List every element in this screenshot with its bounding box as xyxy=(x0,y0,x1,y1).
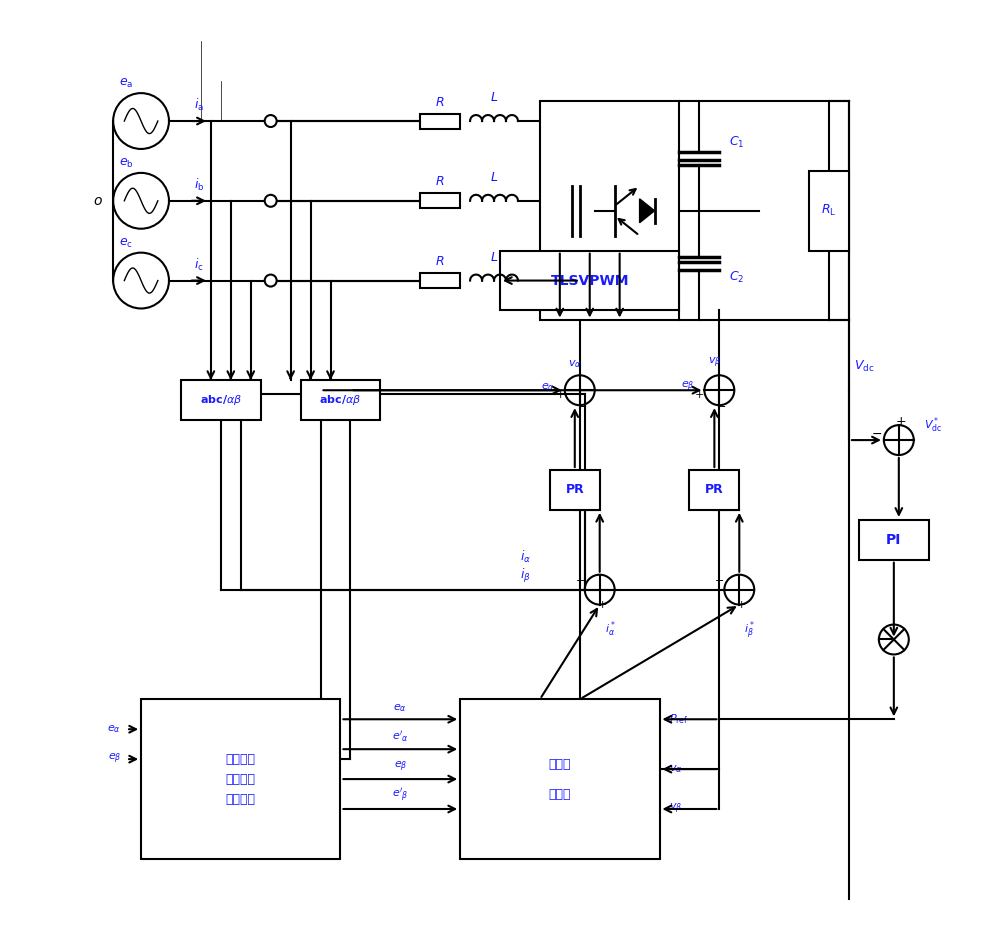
Text: $P_{\rm ref}$: $P_{\rm ref}$ xyxy=(669,713,689,727)
Text: $e_{\beta}$: $e_{\beta}$ xyxy=(394,760,407,775)
Bar xyxy=(460,699,660,859)
Text: $e'_{\beta}$: $e'_{\beta}$ xyxy=(392,787,409,804)
Text: TLSVPWM: TLSVPWM xyxy=(550,274,629,288)
Bar xyxy=(809,171,849,251)
Text: $C_2$: $C_2$ xyxy=(729,270,745,285)
Text: $e_{\rm c}$: $e_{\rm c}$ xyxy=(119,237,133,250)
Text: $+$: $+$ xyxy=(694,389,704,400)
Bar xyxy=(550,470,600,509)
Bar xyxy=(540,102,679,321)
Text: $i_{\rm b}$: $i_{\rm b}$ xyxy=(194,177,204,193)
Text: $-$: $-$ xyxy=(577,400,587,410)
Text: $+$: $+$ xyxy=(895,415,906,428)
Text: $L$: $L$ xyxy=(490,251,498,263)
Text: $i_{\beta}$: $i_{\beta}$ xyxy=(520,567,531,585)
Bar xyxy=(420,274,460,288)
Text: $e_{\beta}$: $e_{\beta}$ xyxy=(108,752,121,766)
Text: $+$: $+$ xyxy=(597,599,607,610)
Text: $i_{\alpha}$: $i_{\alpha}$ xyxy=(520,549,531,565)
Text: $e_{\rm a}$: $e_{\rm a}$ xyxy=(119,77,133,90)
Text: $R_{\rm L}$: $R_{\rm L}$ xyxy=(821,203,837,218)
Text: PI: PI xyxy=(886,533,902,547)
Bar xyxy=(181,381,261,420)
Text: $v_{\beta}$: $v_{\beta}$ xyxy=(669,802,683,816)
Text: $o$: $o$ xyxy=(93,194,103,208)
Bar xyxy=(859,520,929,559)
Text: $R$: $R$ xyxy=(435,176,445,188)
Text: 流指令: 流指令 xyxy=(549,788,571,801)
Text: $e_{\alpha}$: $e_{\alpha}$ xyxy=(393,702,407,714)
Text: $e_{\beta}$: $e_{\beta}$ xyxy=(681,380,694,395)
Text: $V_{\rm dc}$: $V_{\rm dc}$ xyxy=(854,359,874,374)
Text: $-$: $-$ xyxy=(714,573,724,584)
Text: $i_{\rm c}$: $i_{\rm c}$ xyxy=(194,257,204,273)
Text: $-$: $-$ xyxy=(871,427,882,440)
Circle shape xyxy=(265,195,277,207)
Text: $-$: $-$ xyxy=(716,400,726,410)
Text: $V^*_{\rm dc}$: $V^*_{\rm dc}$ xyxy=(924,415,942,434)
Text: $i^*_{\alpha}$: $i^*_{\alpha}$ xyxy=(605,619,616,639)
Text: $e'_{\alpha}$: $e'_{\alpha}$ xyxy=(392,729,409,744)
Text: $e_{\alpha}$: $e_{\alpha}$ xyxy=(541,382,555,393)
Text: $-$: $-$ xyxy=(575,573,585,584)
Text: $R$: $R$ xyxy=(435,96,445,109)
Bar xyxy=(420,114,460,129)
Text: $v_{\alpha}$: $v_{\alpha}$ xyxy=(568,358,582,370)
Bar xyxy=(689,470,739,509)
Bar xyxy=(301,381,380,420)
Bar xyxy=(500,251,679,310)
Text: $L$: $L$ xyxy=(490,171,498,184)
Text: $v_{\alpha}$: $v_{\alpha}$ xyxy=(669,763,683,775)
Text: $R$: $R$ xyxy=(435,255,445,268)
Bar xyxy=(420,194,460,209)
Text: 计算电: 计算电 xyxy=(549,758,571,771)
Text: $+$: $+$ xyxy=(736,599,746,610)
Text: $i_{\rm a}$: $i_{\rm a}$ xyxy=(194,97,204,113)
Text: PR: PR xyxy=(565,483,584,496)
Text: $i^*_{\beta}$: $i^*_{\beta}$ xyxy=(744,619,755,642)
Text: $e_{\rm b}$: $e_{\rm b}$ xyxy=(119,157,133,170)
Text: abc/$\alpha\beta$: abc/$\alpha\beta$ xyxy=(200,393,242,407)
Circle shape xyxy=(265,115,277,127)
Text: 时延迟量: 时延迟量 xyxy=(226,792,256,806)
Text: 电压的瞬: 电压的瞬 xyxy=(226,773,256,786)
Text: $L$: $L$ xyxy=(490,91,498,104)
Text: PR: PR xyxy=(705,483,724,496)
Text: $e_{\alpha}$: $e_{\alpha}$ xyxy=(107,724,121,735)
Text: abc/$\alpha\beta$: abc/$\alpha\beta$ xyxy=(319,393,362,407)
Polygon shape xyxy=(640,198,655,223)
Text: 获取输入: 获取输入 xyxy=(226,753,256,766)
Text: $+$: $+$ xyxy=(555,389,565,400)
Text: $C_1$: $C_1$ xyxy=(729,135,745,150)
Text: $v_{\beta}$: $v_{\beta}$ xyxy=(708,356,721,370)
Circle shape xyxy=(265,274,277,287)
Bar xyxy=(141,699,340,859)
